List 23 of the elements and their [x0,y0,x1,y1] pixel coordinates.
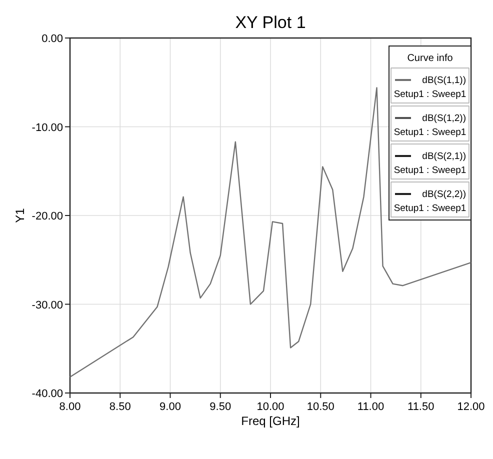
x-tick-label: 9.00 [160,401,181,413]
y-tick-label: -30.00 [32,299,63,312]
x-tick-label: 11.50 [408,401,434,413]
x-tick-label: 12.00 [457,401,485,413]
chart-title: XY Plot 1 [235,13,306,32]
x-tick-label: 10.00 [256,401,284,413]
y-tick-label: -10.00 [32,122,63,134]
x-tick-label: 11.00 [357,401,384,413]
legend-label: dB(S(2,2)) Setup1 : Sweep1 [394,189,466,214]
legend-label: dB(S(1,2)) Setup1 : Sweep1 [394,113,466,138]
legend-title: Curve info [407,53,454,64]
x-tick-label: 8.00 [59,401,81,413]
legend-label: dB(S(2,1)) Setup1 : Sweep1 [394,151,466,176]
y-axis-title: Y1 [13,208,27,223]
line-series [69,87,472,378]
y-tick-label: -20.00 [32,210,63,222]
legend-label: dB(S(1,1)) Setup1 : Sweep1 [394,75,466,100]
x-tick-label: 10.50 [306,401,334,413]
x-tick-label: 9.50 [210,401,232,413]
y-tick-label: -40.00 [32,388,63,400]
x-axis-title: Freq [GHz] [241,414,300,428]
y-tick-label: 0.00 [42,33,63,45]
x-tick-label: 8.50 [109,401,131,413]
